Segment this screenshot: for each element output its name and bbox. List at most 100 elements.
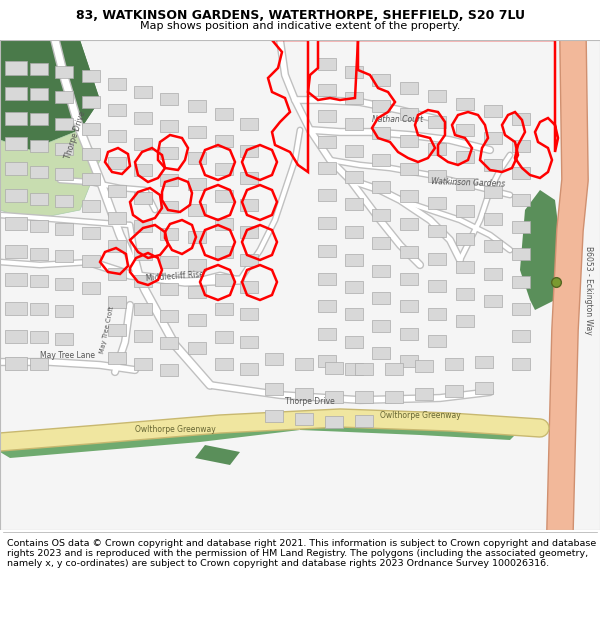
Bar: [400, 355, 418, 367]
Bar: [82, 255, 100, 267]
Bar: [345, 308, 363, 320]
Bar: [82, 282, 100, 294]
Bar: [428, 116, 446, 128]
Bar: [108, 157, 126, 169]
Bar: [30, 220, 48, 232]
Bar: [428, 170, 446, 182]
Bar: [55, 250, 73, 262]
Polygon shape: [0, 40, 100, 150]
Bar: [108, 240, 126, 252]
Bar: [160, 364, 178, 376]
Bar: [30, 140, 48, 152]
Bar: [385, 391, 403, 403]
Bar: [318, 189, 336, 201]
Text: Watkinson Gardens: Watkinson Gardens: [431, 177, 505, 189]
Bar: [134, 112, 152, 124]
Bar: [82, 148, 100, 160]
Bar: [265, 383, 283, 395]
Bar: [456, 261, 474, 273]
Bar: [188, 286, 206, 298]
Bar: [5, 61, 27, 75]
Bar: [108, 185, 126, 197]
Bar: [240, 281, 258, 293]
Bar: [372, 100, 390, 112]
Bar: [240, 336, 258, 348]
Bar: [400, 218, 418, 230]
Bar: [108, 352, 126, 364]
Bar: [160, 174, 178, 186]
Bar: [134, 330, 152, 342]
Bar: [355, 391, 373, 403]
Bar: [400, 163, 418, 175]
Bar: [484, 159, 502, 171]
Bar: [456, 315, 474, 327]
Bar: [345, 145, 363, 157]
Bar: [30, 113, 48, 125]
Text: Owlthorpe Greenway: Owlthorpe Greenway: [380, 411, 460, 421]
Bar: [428, 335, 446, 347]
Bar: [512, 221, 530, 233]
Text: Middlecliff Rise: Middlecliff Rise: [146, 269, 205, 282]
Bar: [475, 356, 493, 368]
Bar: [372, 347, 390, 359]
Bar: [160, 310, 178, 322]
Bar: [188, 204, 206, 216]
Bar: [475, 382, 493, 394]
Bar: [30, 275, 48, 287]
Polygon shape: [520, 190, 560, 310]
Bar: [456, 205, 474, 217]
Bar: [240, 199, 258, 211]
Bar: [134, 138, 152, 150]
Polygon shape: [0, 422, 300, 458]
Bar: [484, 186, 502, 198]
Bar: [188, 100, 206, 112]
Bar: [188, 178, 206, 190]
Bar: [134, 220, 152, 232]
Bar: [318, 245, 336, 257]
Bar: [484, 132, 502, 144]
Bar: [345, 92, 363, 104]
Bar: [372, 154, 390, 166]
Bar: [5, 273, 27, 286]
Bar: [240, 308, 258, 320]
Bar: [240, 172, 258, 184]
Bar: [512, 194, 530, 206]
Bar: [188, 342, 206, 354]
Bar: [55, 66, 73, 78]
Bar: [355, 363, 373, 375]
Text: Map shows position and indicative extent of the property.: Map shows position and indicative extent…: [140, 21, 460, 31]
Bar: [55, 91, 73, 103]
Bar: [108, 78, 126, 90]
Bar: [30, 331, 48, 343]
Bar: [134, 358, 152, 370]
Bar: [160, 147, 178, 159]
Bar: [428, 308, 446, 320]
Bar: [188, 314, 206, 326]
Bar: [108, 324, 126, 336]
Bar: [428, 253, 446, 265]
Bar: [5, 162, 27, 175]
Bar: [265, 353, 283, 365]
Bar: [345, 66, 363, 78]
Text: May Tree Croft: May Tree Croft: [99, 306, 115, 354]
Polygon shape: [195, 445, 240, 465]
Bar: [428, 90, 446, 102]
Bar: [345, 336, 363, 348]
Bar: [55, 305, 73, 317]
Bar: [345, 171, 363, 183]
Bar: [160, 337, 178, 349]
Bar: [108, 130, 126, 142]
Bar: [55, 168, 73, 180]
Bar: [82, 200, 100, 212]
Text: Thorpe Drive: Thorpe Drive: [63, 110, 87, 160]
Bar: [385, 363, 403, 375]
Bar: [512, 358, 530, 370]
Text: 83, WATKINSON GARDENS, WATERTHORPE, SHEFFIELD, S20 7LU: 83, WATKINSON GARDENS, WATERTHORPE, SHEF…: [76, 9, 524, 22]
Bar: [5, 137, 27, 150]
Bar: [318, 110, 336, 122]
Bar: [372, 237, 390, 249]
Bar: [215, 274, 233, 286]
Bar: [5, 357, 27, 370]
Bar: [55, 195, 73, 207]
Bar: [82, 96, 100, 108]
